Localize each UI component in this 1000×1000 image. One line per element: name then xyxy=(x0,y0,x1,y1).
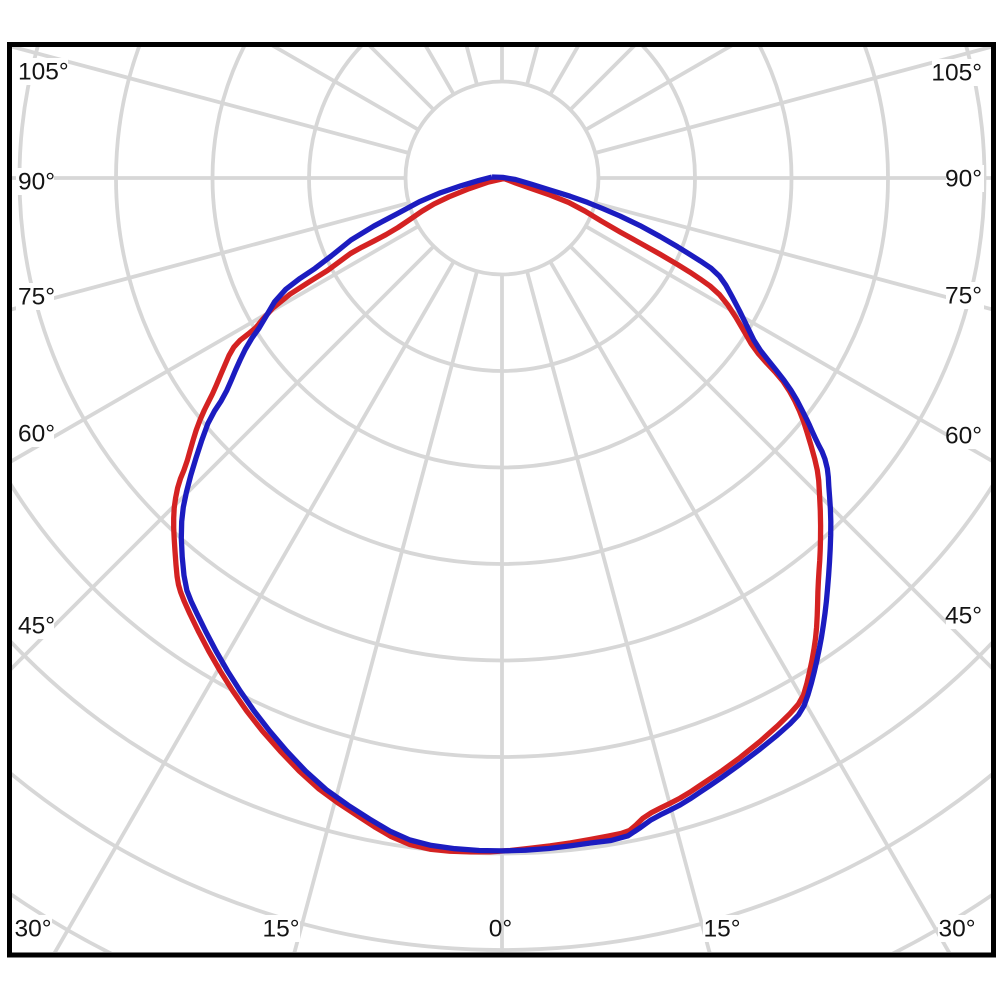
svg-text:60°: 60° xyxy=(945,423,982,450)
svg-text:75°: 75° xyxy=(18,284,55,311)
svg-text:90°: 90° xyxy=(18,169,55,196)
svg-text:30°: 30° xyxy=(938,916,975,943)
svg-text:60°: 60° xyxy=(18,421,55,448)
svg-text:45°: 45° xyxy=(945,603,982,630)
svg-text:90°: 90° xyxy=(945,166,982,193)
svg-text:15°: 15° xyxy=(703,916,740,943)
svg-text:105°: 105° xyxy=(931,60,982,87)
svg-text:30°: 30° xyxy=(14,916,51,943)
svg-text:0°: 0° xyxy=(489,916,512,943)
svg-text:15°: 15° xyxy=(262,916,299,943)
svg-text:75°: 75° xyxy=(945,283,982,310)
svg-text:45°: 45° xyxy=(18,613,55,640)
svg-text:105°: 105° xyxy=(18,59,69,86)
